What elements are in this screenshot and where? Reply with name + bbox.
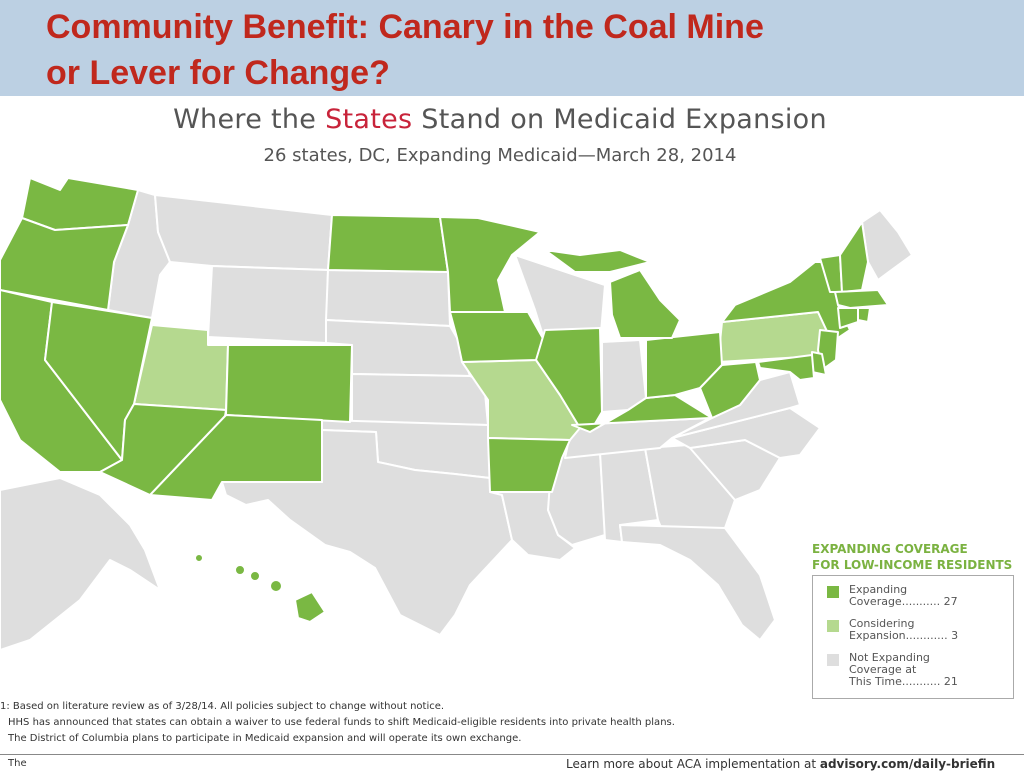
legend-swatch-not-expanding [827,654,839,666]
state-north-carolina [671,407,821,459]
legend: Expanding Coverage........... 27 Conside… [812,575,1014,699]
footer-learn-more: Learn more about ACA implementation at a… [566,757,995,771]
states-considering [133,311,833,441]
state-rhode-island [857,307,871,323]
state-oregon [0,217,129,311]
state-west-virginia [699,361,761,419]
state-maryland [757,354,815,381]
state-connecticut [837,307,859,329]
footer-learn-more-text: Learn more about ACA implementation at [566,757,820,771]
states-not-expanding [0,189,913,651]
state-kentucky [571,394,713,433]
legend-not-expanding-line3: This Time........... 21 [849,675,958,688]
footnotes: 1: Based on literature review as of 3/28… [0,699,675,747]
state-minnesota [439,216,541,313]
state-michigan-lower [609,269,681,339]
state-iowa [449,311,546,363]
legend-considering-line2: Expansion............ 3 [849,629,959,642]
legend-item-not-expanding: Not Expanding Coverage at This Time.....… [827,652,958,688]
state-washington [21,177,139,231]
map-title-post: Stand on Medicaid Expansion [412,104,827,135]
state-wyoming [207,265,329,344]
legend-swatch-considering [827,620,839,632]
map-title: Where the States Stand on Medicaid Expan… [0,104,1000,135]
footer-divider [0,754,1024,755]
state-hawaii-big-island [294,591,326,623]
state-hawaii-kauai [234,564,246,576]
legend-title: EXPANDING COVERAGE FOR LOW-INCOME RESIDE… [812,541,1012,573]
legend-title-line2: FOR LOW-INCOME RESIDENTS [812,558,1013,572]
states-expanding [0,177,889,623]
state-new-mexico [149,414,323,501]
legend-considering-line1: Considering [849,617,915,630]
state-alaska [0,477,161,651]
state-hawaii-maui [269,579,283,593]
footer-link[interactable]: advisory.com/daily-briefin [819,757,996,771]
state-florida [619,524,776,641]
state-hawaii-oahu [249,570,261,582]
legend-not-expanding-line2: Coverage at [849,663,917,676]
slide-title: Community Benefit: Canary in the Coal Mi… [46,4,764,96]
state-arkansas [487,437,571,493]
footnote-line2: HHS has announced that states can obtain… [8,717,675,728]
footer-left-text: The [8,758,27,769]
state-maine [861,209,913,281]
state-montana [154,194,333,271]
legend-item-expanding: Expanding Coverage........... 27 [827,584,958,608]
legend-expanding-line2: Coverage........... 27 [849,595,958,608]
state-massachusetts [834,289,889,309]
map-title-pre: Where the [173,104,326,135]
footnote-line3: The District of Columbia plans to partic… [8,733,522,744]
legend-expanding-line1: Expanding [849,583,908,596]
state-north-dakota [327,214,449,273]
state-kansas [351,373,489,426]
legend-not-expanding-line1: Not Expanding [849,651,930,664]
state-texas [221,429,513,636]
legend-swatch-expanding [827,586,839,598]
map-subtitle: 26 states, DC, Expanding Medicaid—March … [263,145,737,166]
footnote-line1: 1: Based on literature review as of 3/28… [0,701,445,712]
state-hawaii-niihau [194,553,204,563]
map-title-highlight: States [325,104,413,135]
state-south-dakota [325,269,451,327]
state-colorado [225,344,353,423]
title-band [0,0,1024,96]
legend-item-considering: Considering Expansion............ 3 [827,618,958,642]
slide-title-line2: or Lever for Change? [46,54,390,92]
state-michigan-upper [544,249,651,273]
slide-title-line1: Community Benefit: Canary in the Coal Mi… [46,8,764,46]
state-new-hampshire [839,221,869,293]
legend-title-line1: EXPANDING COVERAGE [812,542,968,556]
